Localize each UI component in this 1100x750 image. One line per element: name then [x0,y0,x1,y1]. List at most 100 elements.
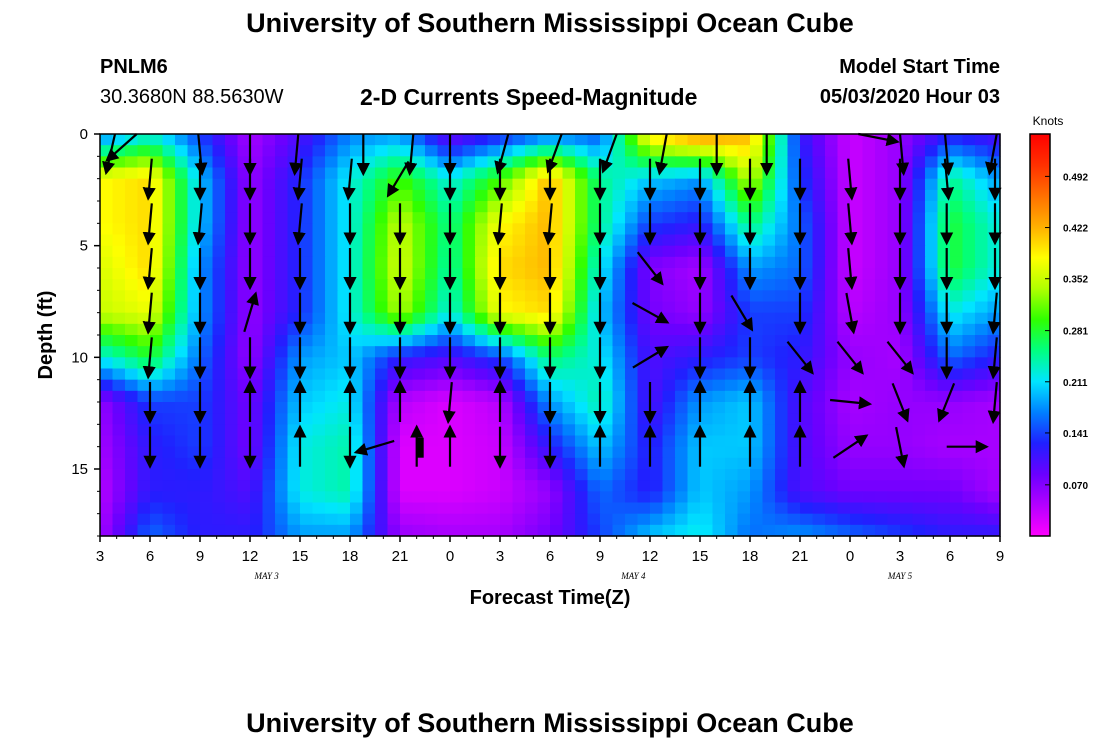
heatmap-cell [537,256,551,269]
heatmap-cell [737,301,751,314]
heatmap-cell [612,502,626,515]
heatmap-cell [650,201,664,213]
heatmap-cell [662,402,676,414]
heatmap-cell [887,167,901,180]
heatmap-cell [225,457,239,470]
heatmap-cell [125,491,139,504]
heatmap-cell [187,390,201,403]
heatmap-cell [237,156,251,169]
heatmap-cell [175,446,189,459]
heatmap-cell [725,178,739,191]
heatmap-cell [200,156,214,169]
heatmap-cell [837,167,851,180]
heatmap-cell [387,346,401,358]
heatmap-cell [825,189,839,202]
heatmap-cell [575,212,589,224]
heatmap-cell [162,312,176,325]
heatmap-cell [262,357,276,370]
heatmap-cell [512,189,526,202]
heatmap-cell [225,201,239,213]
heatmap-cell [737,212,751,224]
heatmap-cell [350,480,364,492]
heatmap-cell [375,234,389,247]
heatmap-cell [550,457,564,470]
heatmap-cell [225,167,239,180]
heatmap-cell [400,189,414,202]
heatmap-cell [225,424,239,437]
colorbar-tick-label: 0.352 [1063,275,1088,286]
heatmap-cell [412,234,426,247]
heatmap-cell [962,402,976,414]
heatmap-cell [950,279,964,291]
heatmap-cell [862,145,876,157]
heatmap-cell [500,435,514,448]
heatmap-cell [550,368,564,381]
heatmap-cell [937,290,951,303]
heatmap-cell [350,301,364,314]
chart-subtitle: 2-D Currents Speed-Magnitude [360,84,698,110]
heatmap-cell [737,134,751,146]
heatmap-cell [200,424,214,437]
heatmap-cell [187,212,201,224]
heatmap-cell [825,145,839,157]
heatmap-cell [300,178,314,191]
heatmap-cell [900,212,914,224]
heatmap-cell [725,335,739,347]
heatmap-cell [262,178,276,191]
heatmap-cell [687,212,701,224]
heatmap-cell [425,312,439,325]
heatmap-cell [475,279,489,291]
heatmap-cell [625,524,639,537]
heatmap-cell [437,312,451,325]
date-label: MAY 3 [254,571,280,581]
heatmap-cell [600,368,614,381]
heatmap-cell [650,301,664,314]
heatmap-cell [937,502,951,515]
heatmap-cell [512,323,526,336]
heatmap-cell [900,335,914,347]
heatmap-cell [112,446,126,459]
heatmap-cell [875,446,889,459]
heatmap-cell [300,346,314,358]
heatmap-cell [475,346,489,358]
heatmap-cell [962,502,976,515]
heatmap-cell [150,156,164,169]
heatmap-cell [825,223,839,236]
heatmap-cell [687,268,701,280]
heatmap-cell [162,435,176,448]
heatmap-cell [387,156,401,169]
heatmap-cell [425,178,439,191]
heatmap-cell [187,290,201,303]
heatmap-cell [737,457,751,470]
heatmap-cell [137,469,151,481]
heatmap-cell [512,245,526,258]
heatmap-cell [425,424,439,437]
heatmap-cell [725,524,739,537]
current-vector-arrow [886,341,914,375]
heatmap-cell [337,491,351,504]
heatmap-cell [950,245,964,258]
heatmap-cell [812,413,826,425]
heatmap-cell [900,491,914,504]
heatmap-cell [662,245,676,258]
heatmap-cell [812,402,826,414]
heatmap-cell [262,524,276,537]
heatmap-cell [800,212,814,224]
heatmap-cell [975,346,989,358]
heatmap-cell [737,446,751,459]
heatmap-cell [612,379,626,392]
heatmap-cell [450,234,464,247]
heatmap-cell [325,424,339,437]
heatmap-cell [937,424,951,437]
heatmap-cell [287,212,301,224]
heatmap-cell [925,413,939,425]
heatmap-cell [637,457,651,470]
heatmap-cell [675,268,689,280]
heatmap-cell [275,357,289,370]
heatmap-cell [812,312,826,325]
heatmap-cell [912,245,926,258]
heatmap-cell [925,234,939,247]
heatmap-cell [762,379,776,392]
heatmap-cell [762,234,776,247]
heatmap-cell [575,368,589,381]
